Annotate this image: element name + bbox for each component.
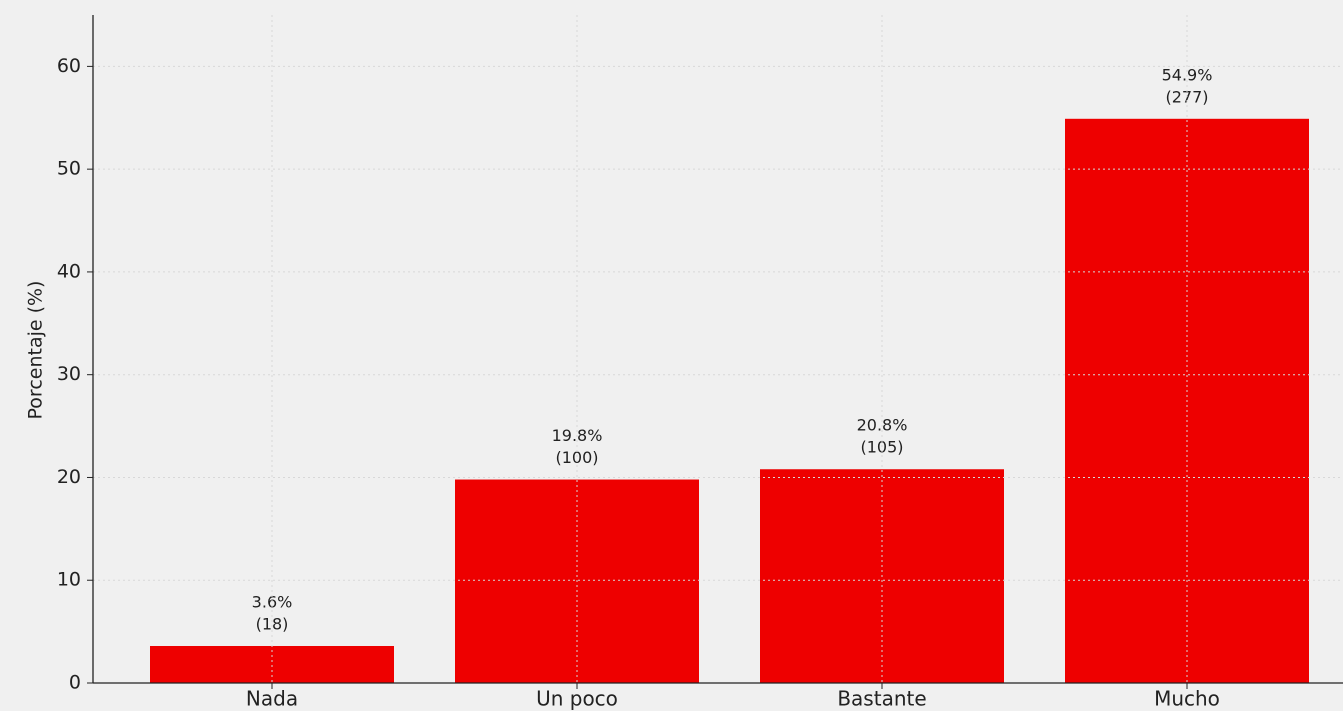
y-tick-label: 50: [57, 158, 81, 180]
count-label: (100): [555, 448, 598, 467]
y-tick-label: 10: [57, 569, 81, 591]
value-label: 54.9%: [1162, 65, 1213, 84]
x-tick-label: Bastante: [837, 687, 926, 711]
x-tick-label: Nada: [246, 687, 298, 711]
y-tick-label: 30: [57, 363, 81, 385]
value-label: 3.6%: [252, 593, 293, 612]
y-tick-label: 0: [69, 672, 81, 694]
count-label: (18): [256, 615, 289, 634]
count-label: (105): [860, 438, 903, 457]
y-tick-label: 60: [57, 55, 81, 77]
y-tick-label: 20: [57, 466, 81, 488]
x-tick-label: Un poco: [536, 687, 618, 711]
x-tick-label: Mucho: [1154, 687, 1220, 711]
y-axis-label: Porcentaje (%): [25, 281, 47, 420]
y-tick-label: 40: [57, 260, 81, 282]
